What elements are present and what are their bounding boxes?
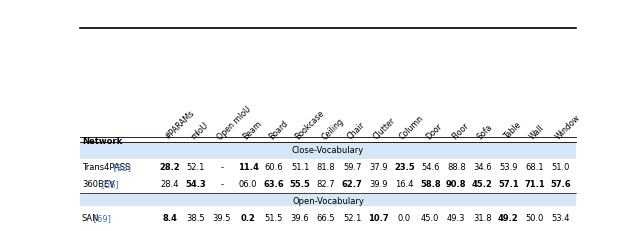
Text: Close-Vocabulary: Close-Vocabulary <box>292 146 364 155</box>
Text: 82.7: 82.7 <box>317 180 335 189</box>
Text: 62.7: 62.7 <box>342 180 362 189</box>
Text: 39.9: 39.9 <box>369 180 387 189</box>
Text: 28.4: 28.4 <box>161 180 179 189</box>
Text: Chair: Chair <box>346 120 367 142</box>
Text: 0.0: 0.0 <box>397 214 411 223</box>
Text: 0.2: 0.2 <box>241 214 255 223</box>
Text: 57.1: 57.1 <box>498 180 519 189</box>
Text: 52.1: 52.1 <box>343 214 362 223</box>
Text: -: - <box>220 163 223 172</box>
Text: 23.5: 23.5 <box>394 163 415 172</box>
Text: 49.3: 49.3 <box>447 214 465 223</box>
Text: 11.4: 11.4 <box>237 163 259 172</box>
Text: Clutter: Clutter <box>372 116 397 142</box>
Text: 06.0: 06.0 <box>239 180 257 189</box>
Text: 45.2: 45.2 <box>472 180 493 189</box>
Text: Wall: Wall <box>528 123 546 142</box>
Text: Door: Door <box>424 122 444 142</box>
Text: Network: Network <box>82 137 122 146</box>
Text: Table: Table <box>502 121 523 142</box>
Bar <box>80 193 576 210</box>
Text: 54.6: 54.6 <box>421 163 440 172</box>
Text: Beam: Beam <box>242 119 264 142</box>
Text: SAN: SAN <box>82 214 99 223</box>
Text: #PARAMs: #PARAMs <box>164 109 196 142</box>
Text: [83]: [83] <box>111 163 131 172</box>
Text: 57.6: 57.6 <box>550 180 571 189</box>
Text: 58.8: 58.8 <box>420 180 440 189</box>
Text: 360BEV: 360BEV <box>82 180 115 189</box>
Text: Trans4PASS: Trans4PASS <box>82 163 130 172</box>
Text: Sofa: Sofa <box>476 123 495 142</box>
Text: 37.9: 37.9 <box>369 163 388 172</box>
Text: 71.1: 71.1 <box>524 180 545 189</box>
Text: 66.5: 66.5 <box>317 214 335 223</box>
Text: 10.7: 10.7 <box>368 214 388 223</box>
Text: mIoU: mIoU <box>189 121 211 142</box>
Text: 31.8: 31.8 <box>473 214 492 223</box>
Text: 52.1: 52.1 <box>187 163 205 172</box>
Text: 34.6: 34.6 <box>473 163 492 172</box>
Text: 88.8: 88.8 <box>447 163 466 172</box>
Text: [55]: [55] <box>99 180 119 189</box>
Text: 55.5: 55.5 <box>290 180 310 189</box>
Text: 59.7: 59.7 <box>343 163 362 172</box>
Text: 51.5: 51.5 <box>265 214 284 223</box>
Text: 53.9: 53.9 <box>499 163 518 172</box>
Text: 53.4: 53.4 <box>551 214 570 223</box>
Text: 8.4: 8.4 <box>163 214 177 223</box>
Text: [69]: [69] <box>90 214 111 223</box>
Text: 51.1: 51.1 <box>291 163 309 172</box>
Text: Open mIoU: Open mIoU <box>216 104 253 142</box>
Text: Window: Window <box>554 113 582 142</box>
Text: 39.6: 39.6 <box>291 214 309 223</box>
Bar <box>80 143 576 159</box>
Text: 60.6: 60.6 <box>265 163 284 172</box>
Text: 45.0: 45.0 <box>421 214 440 223</box>
Text: Floor: Floor <box>450 122 470 142</box>
Text: 81.8: 81.8 <box>317 163 335 172</box>
Text: 50.0: 50.0 <box>525 214 543 223</box>
Text: 39.5: 39.5 <box>212 214 231 223</box>
Text: 51.0: 51.0 <box>551 163 570 172</box>
Text: Open-Vocabulary: Open-Vocabulary <box>292 197 364 206</box>
Text: 16.4: 16.4 <box>395 180 413 189</box>
Text: 90.8: 90.8 <box>446 180 467 189</box>
Text: Ceiling: Ceiling <box>320 116 345 142</box>
Text: Column: Column <box>398 114 426 142</box>
Text: -: - <box>220 180 223 189</box>
Text: 68.1: 68.1 <box>525 163 544 172</box>
Text: Bookcase: Bookcase <box>294 109 326 142</box>
Text: 54.3: 54.3 <box>186 180 206 189</box>
Text: 49.2: 49.2 <box>498 214 519 223</box>
Text: Board: Board <box>268 119 291 142</box>
Text: 28.2: 28.2 <box>159 163 180 172</box>
Text: 38.5: 38.5 <box>187 214 205 223</box>
Text: 63.6: 63.6 <box>264 180 284 189</box>
